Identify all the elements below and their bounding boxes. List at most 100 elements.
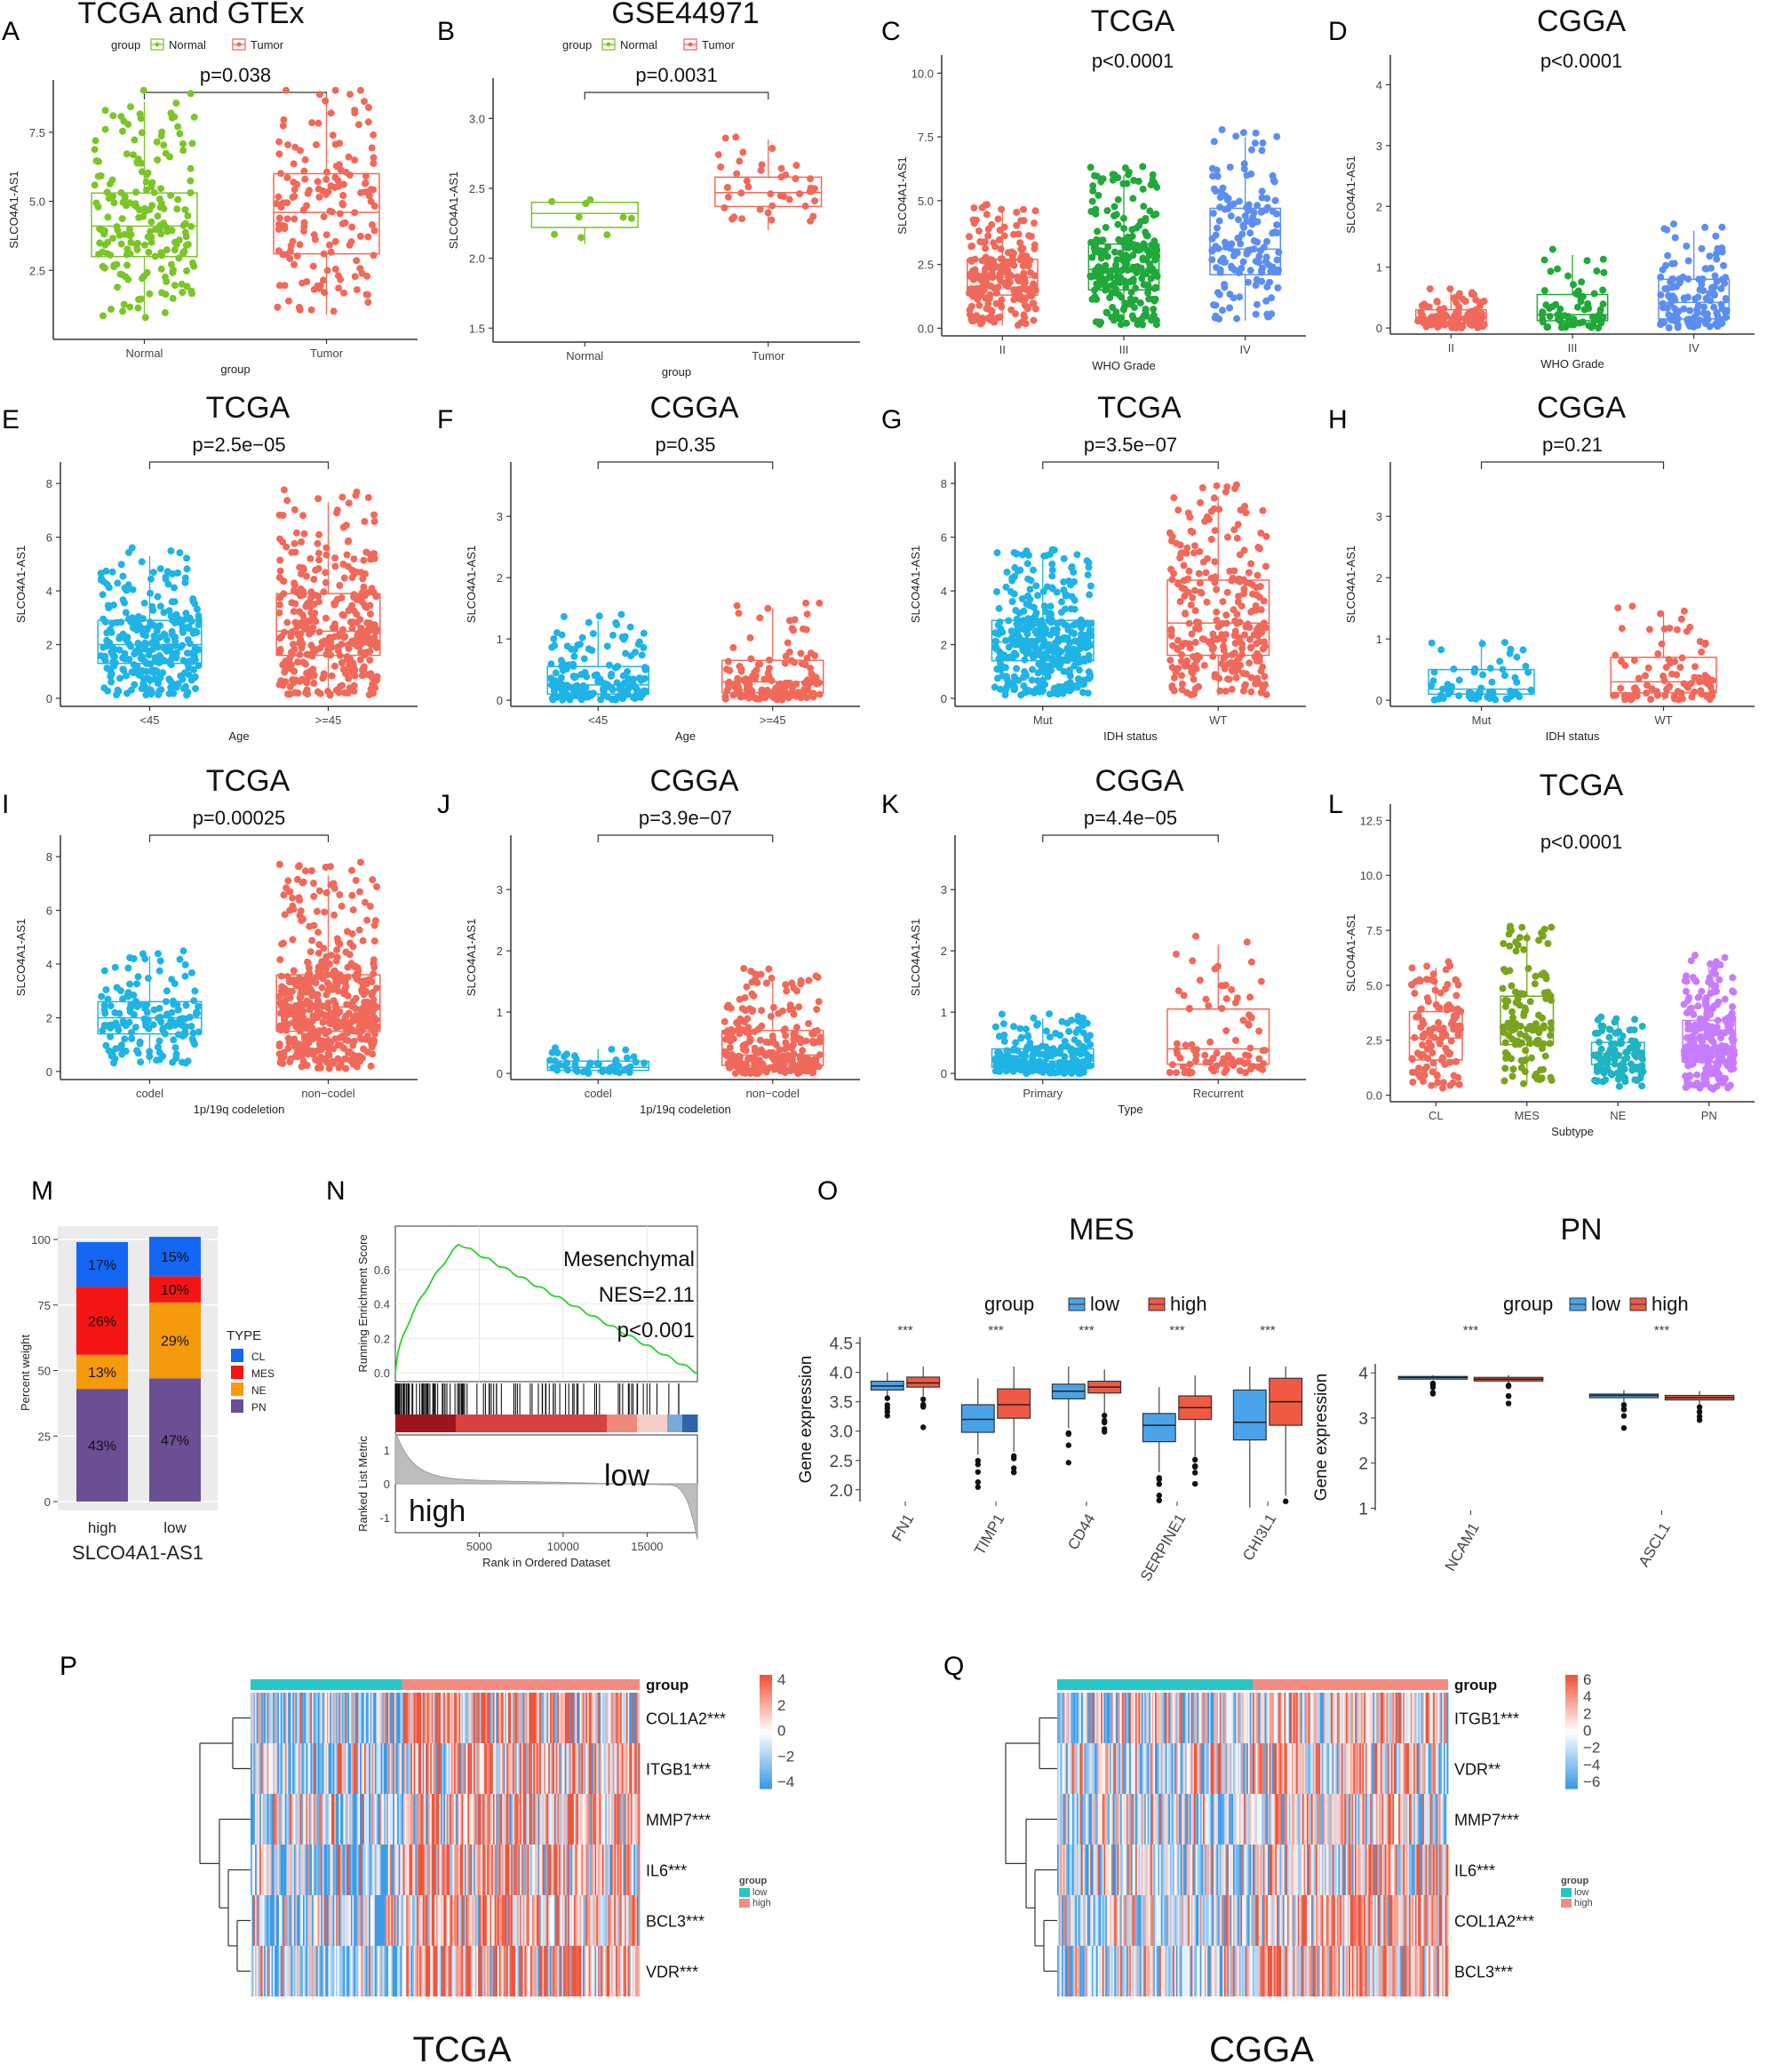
data-point xyxy=(736,693,744,701)
data-point xyxy=(1673,626,1681,634)
data-point xyxy=(1250,209,1258,217)
data-point xyxy=(351,109,359,117)
data-point xyxy=(108,568,116,576)
data-point xyxy=(549,694,557,702)
data-point xyxy=(1240,160,1248,168)
data-point xyxy=(283,199,291,207)
y-tick-label: 1 xyxy=(941,1006,947,1019)
data-point xyxy=(171,584,178,592)
data-point xyxy=(344,538,352,546)
data-point xyxy=(1599,300,1607,308)
data-point xyxy=(283,86,290,94)
data-point xyxy=(1416,1072,1424,1080)
data-point xyxy=(181,960,189,968)
box-group-1 xyxy=(1166,932,1270,1077)
data-point xyxy=(131,136,139,144)
box-group-0 xyxy=(1408,958,1465,1092)
x-axis-label: Type xyxy=(1118,1103,1142,1116)
data-point xyxy=(772,1064,780,1072)
data-point xyxy=(1004,258,1012,266)
data-point xyxy=(790,1040,797,1048)
data-point xyxy=(1552,300,1560,308)
data-point xyxy=(738,215,746,223)
data-point xyxy=(987,307,995,315)
data-point xyxy=(324,187,332,195)
data-point xyxy=(980,283,988,291)
data-point xyxy=(181,972,189,980)
y-axis-label: SLCO4A1-AS1 xyxy=(1344,914,1357,992)
data-point xyxy=(1013,208,1021,216)
data-point xyxy=(1708,283,1715,291)
data-point xyxy=(1004,282,1012,290)
data-point xyxy=(1065,667,1073,675)
data-point xyxy=(1110,171,1118,179)
data-point xyxy=(1114,220,1122,228)
data-point xyxy=(1001,691,1009,699)
data-point xyxy=(1413,1013,1421,1021)
data-point xyxy=(370,159,378,167)
y-tick-label: 3 xyxy=(497,883,503,897)
y-tick-label: 2 xyxy=(1376,571,1382,585)
data-point xyxy=(1075,621,1083,629)
data-point xyxy=(296,241,304,249)
data-point xyxy=(133,246,141,254)
data-point xyxy=(1093,295,1101,303)
data-point xyxy=(145,248,153,256)
data-point xyxy=(997,245,1005,253)
data-point xyxy=(729,643,737,651)
data-point xyxy=(569,673,577,680)
data-point xyxy=(1190,675,1198,683)
data-point xyxy=(1645,626,1653,634)
data-point xyxy=(1174,506,1182,514)
data-point xyxy=(1005,275,1013,283)
data-point xyxy=(369,876,377,884)
data-point xyxy=(1016,1024,1024,1032)
data-point xyxy=(1223,195,1231,203)
data-point xyxy=(1199,558,1207,566)
data-point xyxy=(320,276,327,284)
data-point xyxy=(357,649,365,656)
data-point xyxy=(125,548,132,556)
data-point xyxy=(1232,673,1240,681)
data-point xyxy=(101,264,108,272)
data-point xyxy=(1000,1037,1008,1045)
data-point xyxy=(361,518,369,525)
data-point xyxy=(310,921,318,929)
data-point xyxy=(1214,224,1221,232)
data-point xyxy=(290,608,298,616)
data-point xyxy=(1513,653,1521,661)
data-point xyxy=(1599,286,1607,294)
data-point xyxy=(1662,664,1670,672)
data-point xyxy=(1222,995,1230,1003)
data-point xyxy=(1174,665,1182,673)
data-point xyxy=(1026,257,1034,265)
data-point xyxy=(1020,205,1027,213)
data-point xyxy=(322,864,330,871)
data-point xyxy=(355,926,363,934)
data-point xyxy=(356,888,363,896)
data-point xyxy=(967,273,975,281)
data-point xyxy=(127,238,135,246)
data-point xyxy=(315,1000,322,1008)
data-point xyxy=(339,192,347,199)
data-point xyxy=(154,593,162,601)
data-point xyxy=(128,1035,136,1042)
data-point xyxy=(1126,300,1134,308)
data-point xyxy=(1206,1038,1214,1046)
data-point xyxy=(1062,605,1069,613)
data-point xyxy=(158,249,166,257)
data-point xyxy=(141,314,149,322)
data-point xyxy=(364,299,372,307)
data-point xyxy=(1242,681,1249,689)
data-point xyxy=(1710,303,1718,311)
panel-letter-c: C xyxy=(881,17,901,46)
x-tick-label: WT xyxy=(1654,713,1672,727)
data-point xyxy=(813,1006,821,1014)
data-point xyxy=(130,955,138,962)
data-point xyxy=(303,572,310,580)
data-point xyxy=(1434,1079,1442,1087)
data-point xyxy=(975,301,983,309)
data-point xyxy=(1239,129,1247,137)
data-point xyxy=(101,241,109,249)
data-point xyxy=(127,103,134,111)
